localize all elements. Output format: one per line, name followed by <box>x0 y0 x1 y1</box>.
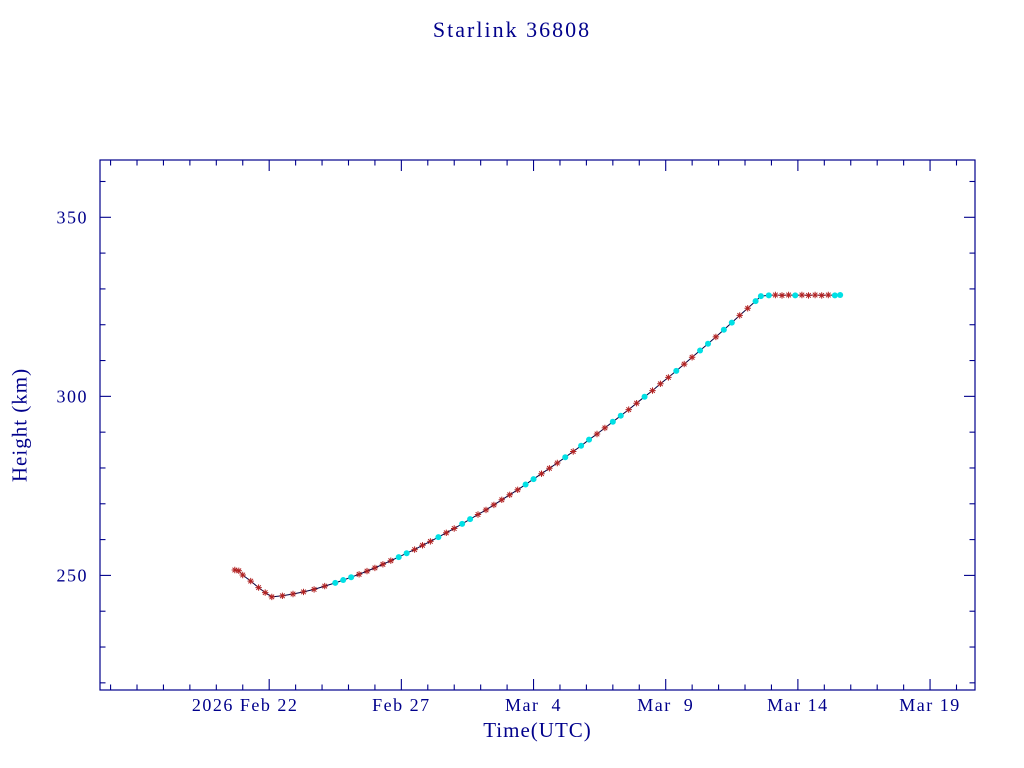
data-point-red <box>825 291 832 299</box>
data-point-red <box>736 312 743 319</box>
data-point-cyan <box>837 292 844 299</box>
data-point-red <box>538 470 545 477</box>
x-tick-label: Mar 19 <box>899 695 961 715</box>
data-point-red <box>411 546 418 553</box>
data-point-red <box>570 448 577 455</box>
data-point-cyan <box>578 442 585 449</box>
data-point-cyan <box>609 418 616 425</box>
data-point-red <box>419 542 426 549</box>
plot-frame <box>99 159 976 691</box>
data-point-red <box>712 333 720 341</box>
data-point-red <box>593 430 601 438</box>
data-point-cyan <box>403 550 410 557</box>
x-tick-label: Mar 4 <box>505 695 562 715</box>
data-point-cyan <box>831 292 838 299</box>
y-tick-label: 300 <box>57 386 89 406</box>
data-point-red <box>772 291 779 299</box>
data-point-red <box>355 571 363 578</box>
data-point-cyan <box>720 326 727 333</box>
chart-title: Starlink 36808 <box>432 17 592 42</box>
data-point-red <box>554 459 561 467</box>
data-point-red <box>474 511 482 518</box>
data-point-cyan <box>641 393 648 400</box>
data-point-cyan <box>459 520 466 527</box>
data-point-red <box>482 506 490 514</box>
data-point-red <box>279 592 286 599</box>
data-point-red <box>443 529 450 536</box>
data-point-cyan <box>765 292 772 299</box>
data-point-red <box>310 586 318 593</box>
y-tick-label: 350 <box>57 207 89 227</box>
y-tick-label: 250 <box>57 565 89 585</box>
data-point-cyan <box>395 554 402 561</box>
x-tick-label: Mar 9 <box>637 695 694 715</box>
data-point-red <box>681 360 688 368</box>
data-point-cyan <box>467 516 474 523</box>
data-point-cyan <box>522 481 529 488</box>
x-tick-label: Feb 27 <box>372 695 431 715</box>
data-point-red <box>546 465 553 472</box>
data-point-red <box>601 424 609 432</box>
data-point-red <box>649 387 656 394</box>
data-point-cyan <box>752 298 759 305</box>
data-point-red <box>363 567 371 575</box>
data-point-cyan <box>728 319 735 326</box>
data-point-red <box>506 491 513 498</box>
x-tick-label: Mar 14 <box>767 695 829 715</box>
data-point-cyan <box>530 476 537 483</box>
data-point-red <box>625 406 632 413</box>
data-point-red <box>371 564 379 572</box>
data-point-cyan <box>792 292 799 299</box>
data-point-cyan <box>673 367 680 374</box>
data-point-cyan <box>757 293 764 300</box>
x-tick-label: 2026 Feb 22 <box>192 695 299 715</box>
data-point-red <box>231 566 239 574</box>
data-point-cyan <box>340 577 347 584</box>
data-point-cyan <box>562 454 569 461</box>
data-point-red <box>798 291 806 299</box>
data-point-red <box>247 577 254 585</box>
data-point-red <box>778 292 786 299</box>
data-point-red <box>262 589 269 596</box>
data-point-cyan <box>617 412 624 419</box>
data-point-red <box>451 525 458 532</box>
data-point-red <box>300 588 307 596</box>
data-point-cyan <box>435 534 442 541</box>
data-point-cyan <box>348 574 355 581</box>
data-point-red <box>498 496 505 503</box>
data-point-red <box>785 291 792 299</box>
data-point-red <box>805 292 812 299</box>
data-point-red <box>255 584 262 591</box>
data-line <box>234 294 841 598</box>
data-point-red <box>818 292 825 299</box>
data-point-red <box>239 571 246 579</box>
x-axis-label: Time(UTC) <box>483 718 592 742</box>
data-point-red <box>321 582 328 590</box>
data-point-cyan <box>332 579 339 586</box>
data-point-red <box>811 291 819 299</box>
data-point-red <box>744 305 751 312</box>
data-point-red <box>235 567 243 574</box>
data-point-red <box>427 538 434 545</box>
data-point-red <box>490 501 498 509</box>
data-point-red <box>657 380 664 387</box>
data-point-red <box>268 593 275 601</box>
data-point-red <box>387 557 394 564</box>
data-point-cyan <box>586 436 593 443</box>
data-point-cyan <box>705 340 712 347</box>
data-point-red <box>688 354 696 361</box>
data-point-red <box>379 561 387 568</box>
data-point-red <box>633 400 640 407</box>
data-point-cyan <box>697 347 704 354</box>
data-point-red <box>289 590 297 598</box>
data-point-red <box>514 486 521 493</box>
data-point-red <box>665 374 672 381</box>
